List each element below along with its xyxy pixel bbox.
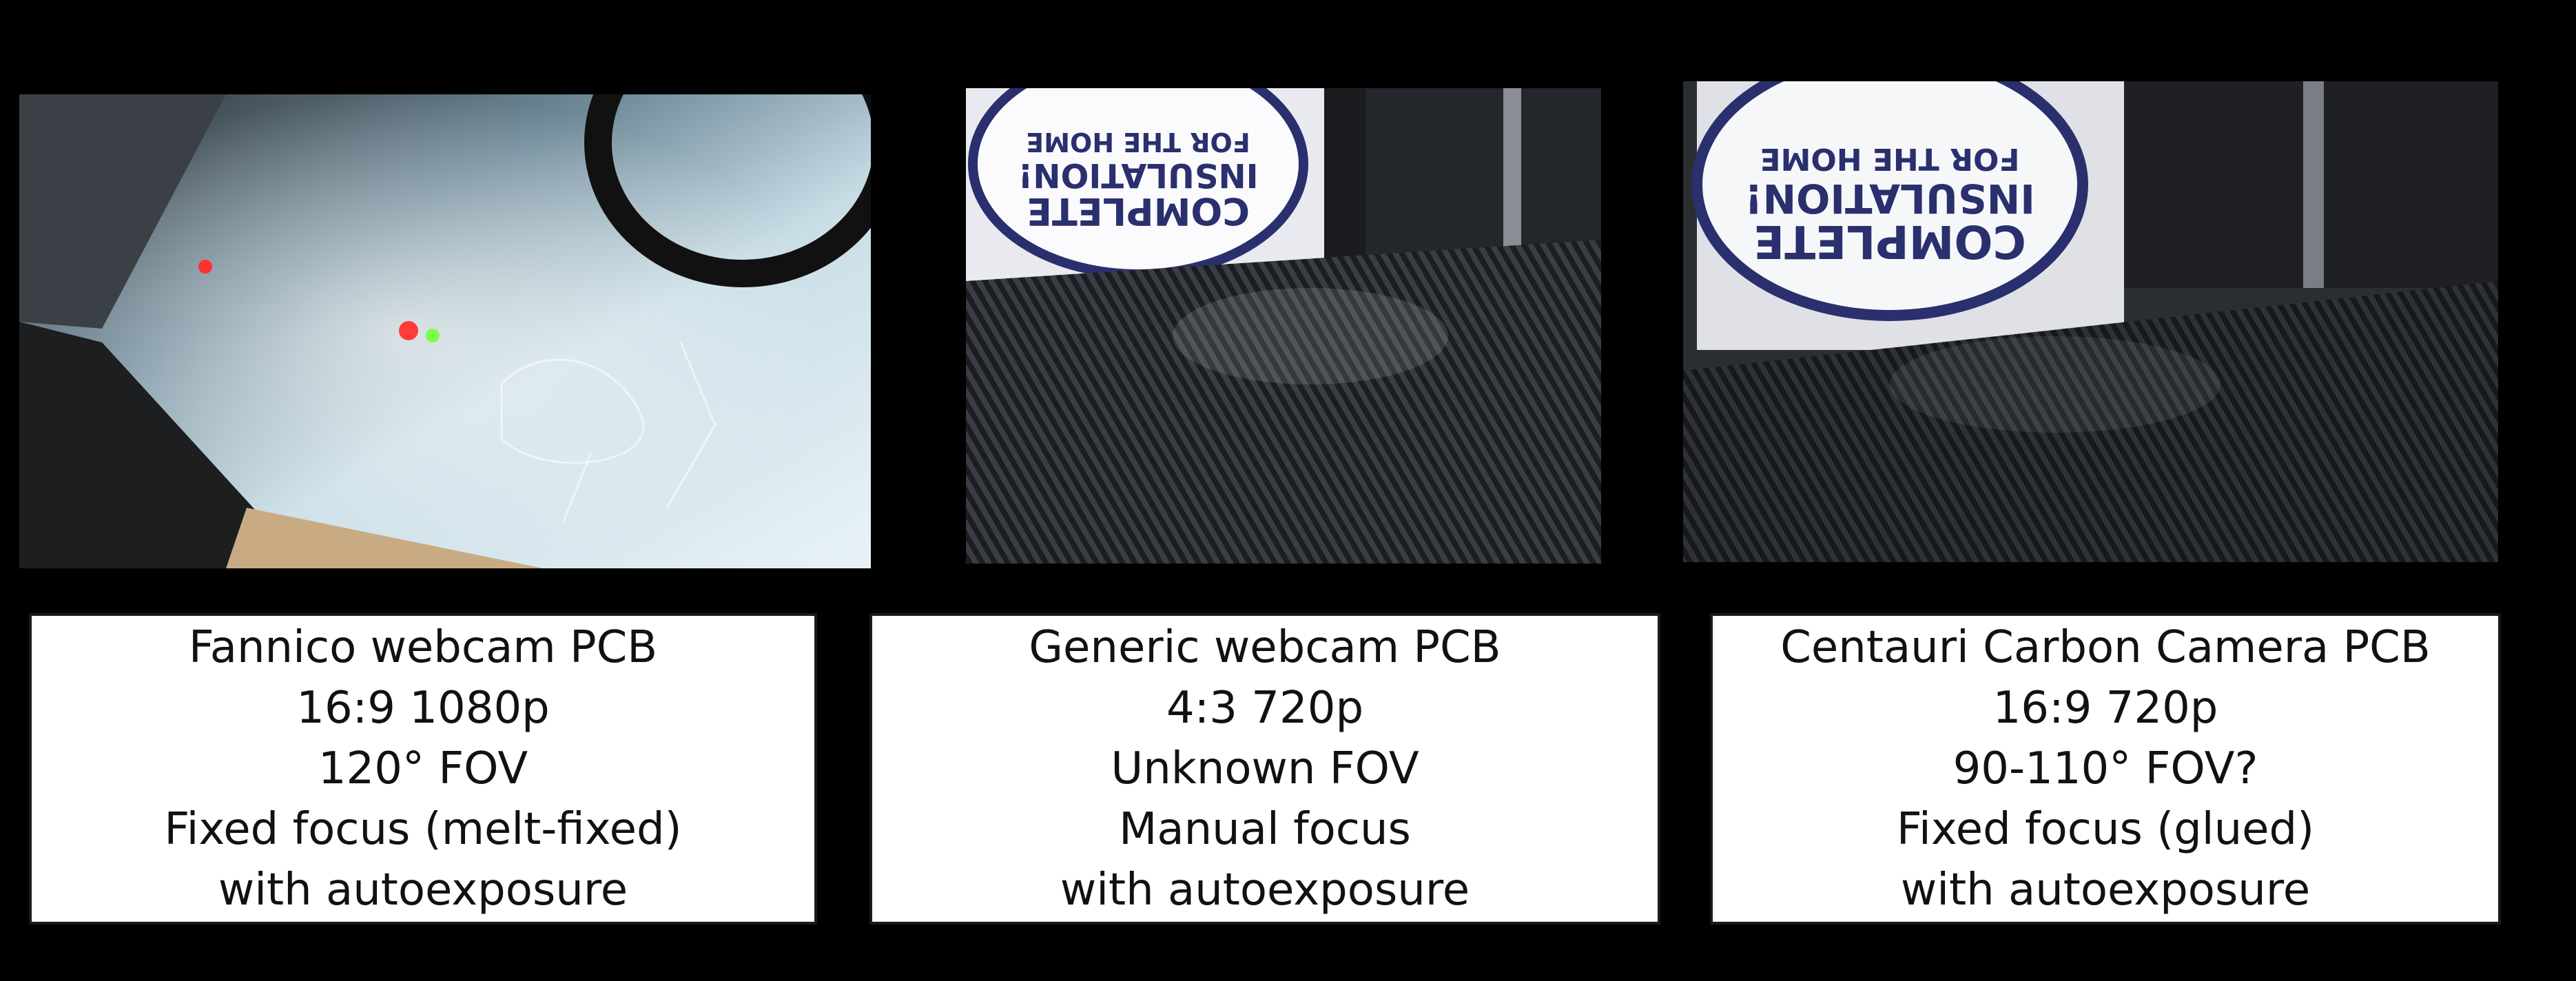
card-exposure: with autoexposure xyxy=(218,865,628,916)
card-focus: Fixed focus (glued) xyxy=(1896,804,2315,855)
centauri-sample-photo: COMPLETE INSULATION! FOR THE HOME xyxy=(1683,81,2498,562)
card-resolution: 4:3 720p xyxy=(1166,683,1364,734)
sign-line-3: FOR THE HOME xyxy=(1760,141,2020,176)
card-exposure: with autoexposure xyxy=(1060,865,1470,916)
card-title: Generic webcam PCB xyxy=(1029,622,1501,673)
sign-line-2: INSULATION! xyxy=(1744,175,2035,222)
card-fov: Unknown FOV xyxy=(1111,743,1419,794)
caption-card-fannico: Fannico webcam PCB 16:9 1080p 120° FOV F… xyxy=(29,613,817,925)
card-fov: 120° FOV xyxy=(318,743,528,794)
card-focus: Manual focus xyxy=(1119,804,1411,855)
generic-sample-photo: COMPLETE INSULATION! FOR THE HOME xyxy=(966,88,1601,564)
fannico-sample-photo xyxy=(19,94,871,568)
caption-card-generic: Generic webcam PCB 4:3 720p Unknown FOV … xyxy=(869,613,1660,925)
sign-line-1: COMPLETE xyxy=(1027,189,1250,233)
card-exposure: with autoexposure xyxy=(1900,865,2311,916)
card-title: Centauri Carbon Camera PCB xyxy=(1780,622,2431,673)
card-resolution: 16:9 1080p xyxy=(296,683,550,734)
card-resolution: 16:9 720p xyxy=(1992,683,2218,734)
card-fov: 90-110° FOV? xyxy=(1952,743,2258,794)
caption-card-centauri: Centauri Carbon Camera PCB 16:9 720p 90-… xyxy=(1710,613,2501,925)
sign-line-2: INSULATION! xyxy=(1018,156,1258,194)
card-title: Fannico webcam PCB xyxy=(188,622,658,673)
sign-line-1: COMPLETE xyxy=(1753,215,2026,268)
card-focus: Fixed focus (melt-fixed) xyxy=(164,804,682,855)
sign-line-3: FOR THE HOME xyxy=(1026,127,1250,157)
